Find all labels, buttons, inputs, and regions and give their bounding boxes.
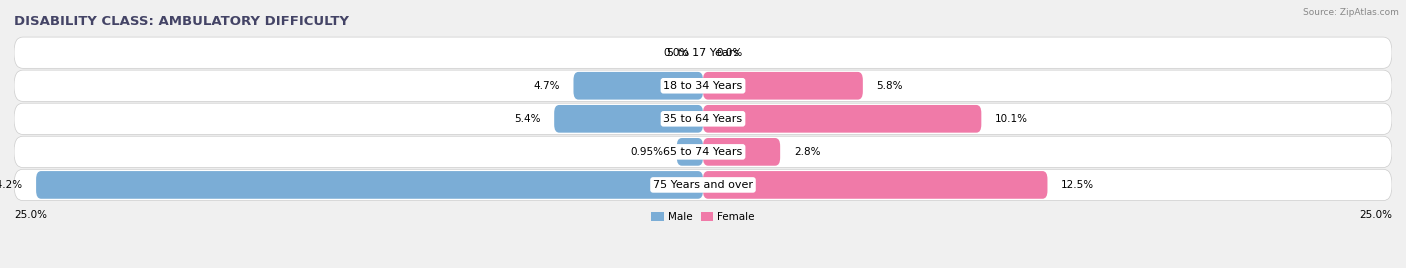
FancyBboxPatch shape [14, 103, 1392, 135]
Text: DISABILITY CLASS: AMBULATORY DIFFICULTY: DISABILITY CLASS: AMBULATORY DIFFICULTY [14, 15, 349, 28]
Text: 4.7%: 4.7% [533, 81, 560, 91]
Text: 5.8%: 5.8% [876, 81, 903, 91]
FancyBboxPatch shape [14, 136, 1392, 168]
Text: 75 Years and over: 75 Years and over [652, 180, 754, 190]
Text: 25.0%: 25.0% [1360, 210, 1392, 220]
FancyBboxPatch shape [37, 171, 703, 199]
FancyBboxPatch shape [574, 72, 703, 100]
Text: 24.2%: 24.2% [0, 180, 22, 190]
Text: 25.0%: 25.0% [14, 210, 46, 220]
FancyBboxPatch shape [554, 105, 703, 133]
FancyBboxPatch shape [703, 171, 1047, 199]
FancyBboxPatch shape [703, 72, 863, 100]
Text: 65 to 74 Years: 65 to 74 Years [664, 147, 742, 157]
Text: 0.95%: 0.95% [630, 147, 664, 157]
Text: Source: ZipAtlas.com: Source: ZipAtlas.com [1303, 8, 1399, 17]
Text: 12.5%: 12.5% [1062, 180, 1094, 190]
FancyBboxPatch shape [14, 37, 1392, 68]
Text: 2.8%: 2.8% [794, 147, 821, 157]
Legend: Male, Female: Male, Female [647, 208, 759, 226]
Text: 35 to 64 Years: 35 to 64 Years [664, 114, 742, 124]
Text: 0.0%: 0.0% [717, 48, 742, 58]
FancyBboxPatch shape [703, 105, 981, 133]
Text: 5.4%: 5.4% [515, 114, 540, 124]
Text: 5 to 17 Years: 5 to 17 Years [666, 48, 740, 58]
FancyBboxPatch shape [703, 138, 780, 166]
Text: 10.1%: 10.1% [995, 114, 1028, 124]
FancyBboxPatch shape [14, 70, 1392, 101]
Text: 18 to 34 Years: 18 to 34 Years [664, 81, 742, 91]
Text: 0.0%: 0.0% [664, 48, 689, 58]
FancyBboxPatch shape [14, 169, 1392, 200]
FancyBboxPatch shape [676, 138, 703, 166]
